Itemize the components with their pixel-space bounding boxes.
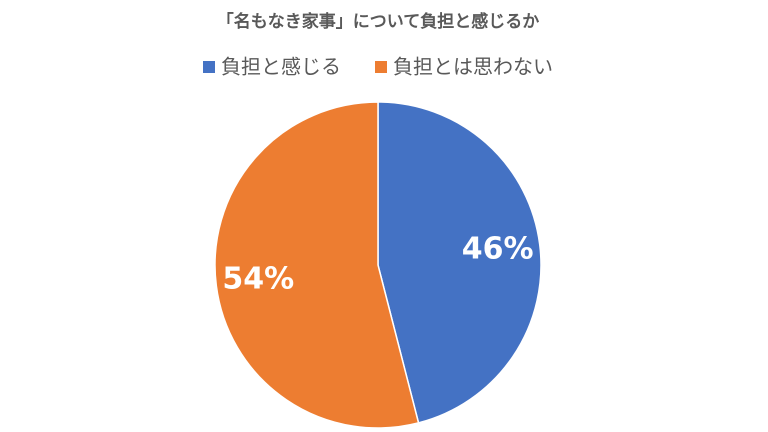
value-labels: 46% 54% xyxy=(222,231,533,296)
legend-label: 負担とは思わない xyxy=(393,55,553,79)
legend-swatch xyxy=(203,61,215,73)
pie xyxy=(214,101,542,429)
pie-slice xyxy=(214,101,420,429)
legend-swatch xyxy=(375,61,387,73)
value-label: 54% xyxy=(222,262,294,297)
pie-slice xyxy=(377,101,542,424)
legend-label: 負担と感じる xyxy=(221,55,341,79)
chart-title: 「名もなき家事」について負担と感じるか xyxy=(217,11,540,32)
legend: 負担と感じる 負担とは思わない xyxy=(203,55,553,79)
value-label: 46% xyxy=(462,231,534,266)
